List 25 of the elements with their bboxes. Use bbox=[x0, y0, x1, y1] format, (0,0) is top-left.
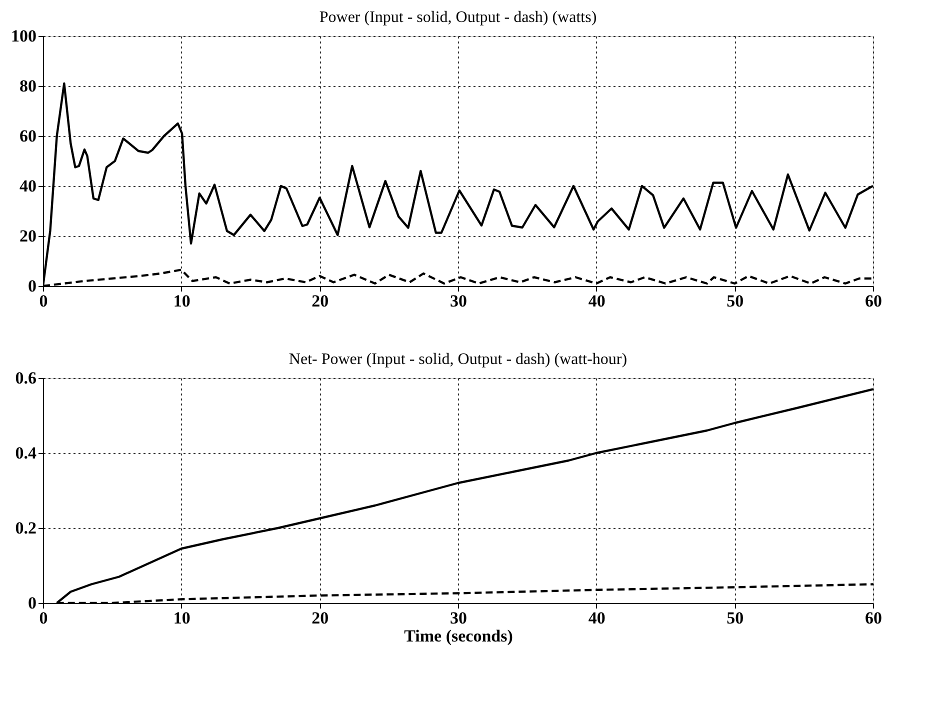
x-axis-title: Time (seconds) bbox=[404, 626, 513, 646]
x-tick-label: 10 bbox=[173, 608, 190, 628]
x-tick-label: 40 bbox=[588, 292, 606, 310]
y-tick-label: 0 bbox=[28, 276, 36, 296]
x-tick-label: 60 bbox=[865, 608, 882, 628]
x-tick-label: 40 bbox=[588, 608, 606, 628]
x-tick-label: 60 bbox=[865, 292, 882, 310]
y-tick-label: 100 bbox=[11, 26, 36, 46]
x-tick-label: 30 bbox=[450, 608, 467, 628]
y-tick-label: 0.6 bbox=[15, 368, 36, 388]
y-tick-label: 40 bbox=[20, 176, 36, 196]
x-tick-label: 10 bbox=[173, 292, 190, 310]
y-tick-label: 0.2 bbox=[15, 518, 36, 538]
y-tick-label: 20 bbox=[20, 226, 36, 246]
chart-title: Power (Input - solid, Output - dash) (watts) bbox=[319, 9, 597, 26]
x-tick-label: 50 bbox=[726, 608, 744, 628]
y-tick-label: 0 bbox=[28, 594, 36, 612]
x-tick-label: 20 bbox=[312, 292, 329, 310]
x-tick-label: 30 bbox=[450, 292, 467, 310]
y-tick-label: 80 bbox=[20, 76, 36, 96]
chart-title: Net- Power (Input - solid, Output - dash) (watt-hour) bbox=[288, 351, 628, 368]
y-tick-label: 60 bbox=[20, 126, 36, 146]
x-tick-label: 20 bbox=[312, 608, 329, 628]
x-tick-label: 50 bbox=[726, 292, 744, 310]
y-tick-label: 0.4 bbox=[15, 444, 37, 462]
